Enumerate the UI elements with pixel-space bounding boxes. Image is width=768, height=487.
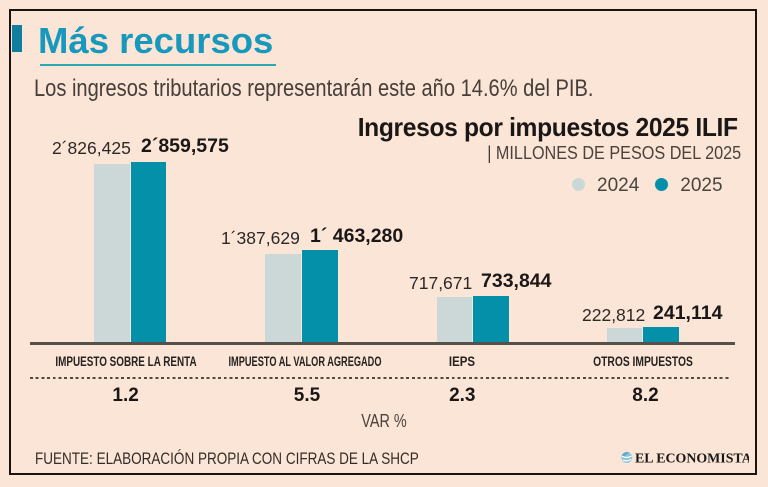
svg-text:EL ECONOMISTA: EL ECONOMISTA	[635, 452, 749, 467]
